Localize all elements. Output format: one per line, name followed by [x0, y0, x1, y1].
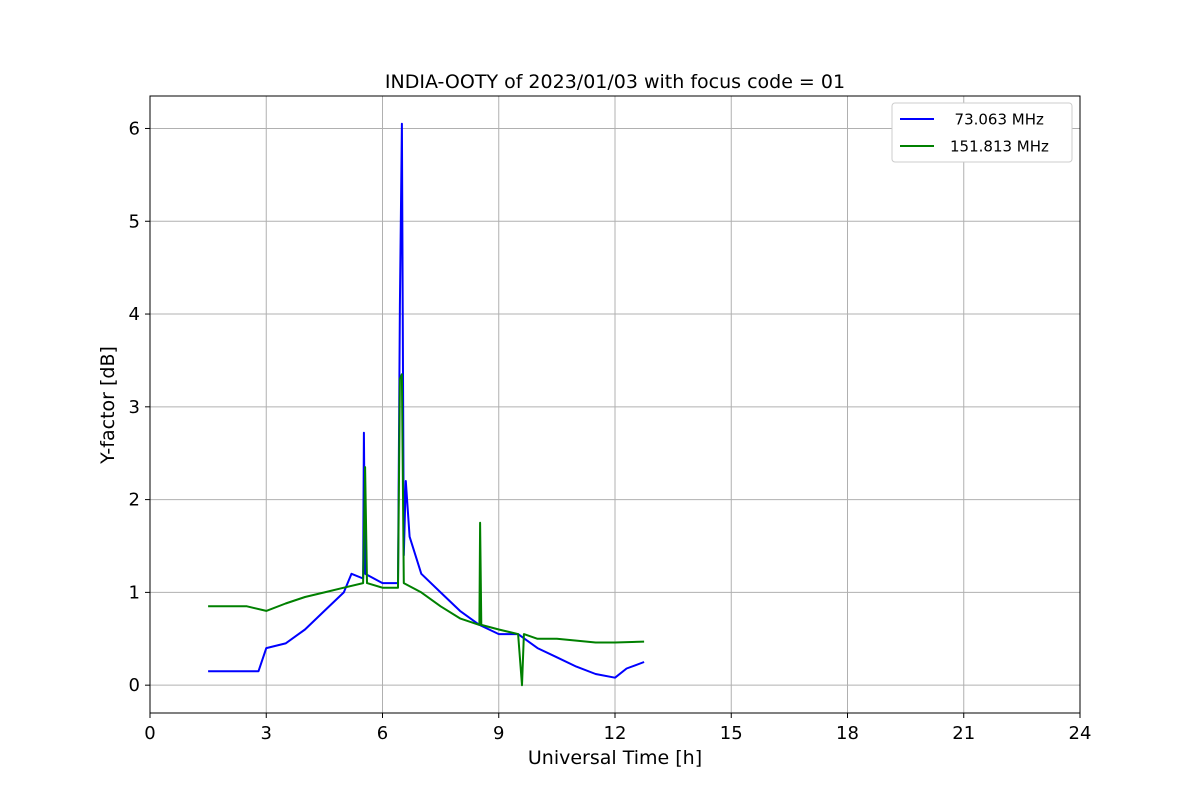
y-axis-label: Y-factor [dB] — [97, 346, 119, 465]
x-tick-label: 12 — [604, 723, 627, 744]
x-axis-label: Universal Time [h] — [528, 747, 702, 769]
series-line-1 — [208, 373, 645, 687]
x-tick-label: 15 — [720, 723, 743, 744]
x-tick-label: 18 — [836, 723, 859, 744]
y-tick-label: 0 — [129, 675, 140, 696]
x-tick-label: 9 — [493, 723, 504, 744]
x-tick-label: 0 — [144, 723, 155, 744]
x-tick-label: 3 — [261, 723, 272, 744]
y-tick-label: 1 — [129, 582, 140, 603]
y-tick-label: 3 — [129, 397, 140, 418]
legend-label-151mhz: 151.813 MHz — [950, 138, 1049, 156]
y-tick-label: 6 — [129, 118, 140, 139]
series-line-0 — [208, 122, 645, 679]
y-tick-label: 2 — [129, 490, 140, 511]
grid — [149, 96, 1081, 713]
x-tick-label: 6 — [377, 723, 388, 744]
y-ticks: 0 1 2 3 4 5 6 — [129, 118, 150, 696]
legend-label-73mhz: 73.063 MHz — [945, 111, 1044, 129]
series-layer — [208, 122, 645, 687]
chart-title: INDIA-OOTY of 2023/01/03 with focus code… — [385, 71, 845, 93]
x-tick-label: 24 — [1069, 723, 1092, 744]
y-tick-label: 4 — [129, 304, 140, 325]
y-tick-label: 5 — [129, 211, 140, 232]
legend: 73.063 MHz 151.813 MHz — [891, 102, 1073, 163]
x-ticks: 0 3 6 9 12 15 18 21 24 — [144, 713, 1091, 744]
x-tick-label: 21 — [952, 723, 975, 744]
legend-box — [891, 102, 1073, 163]
